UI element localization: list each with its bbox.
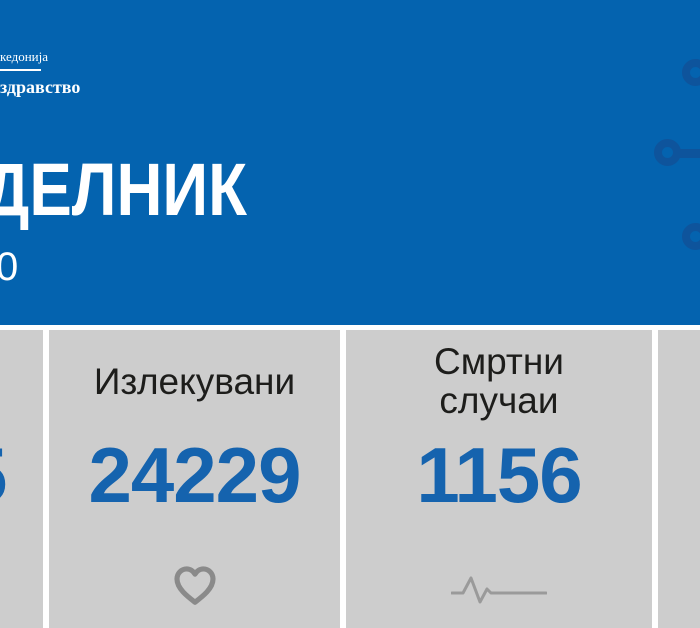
heart-icon (49, 558, 340, 610)
molecule-node-icon (654, 139, 681, 166)
stat-label: Излекувани (93, 360, 296, 402)
date-fragment: 0 (0, 245, 19, 289)
stat-value-fragment: 5 (0, 436, 43, 514)
logo-ministry-text: здравство (0, 77, 81, 97)
pulse-icon (346, 558, 652, 604)
logo-country-text: кедонија (0, 49, 49, 64)
molecule-node-icon (682, 223, 700, 250)
day-title: ДЕЛНИК (0, 148, 247, 231)
molecule-node-icon (682, 59, 700, 86)
stat-card-recovered: Излекувани 24229 (49, 330, 340, 628)
stat-value: 24229 (88, 431, 302, 519)
stat-value: 1156 (416, 431, 582, 519)
stat-label: Смртни случаи (434, 341, 564, 421)
ministry-logo: кедонија здравство (0, 50, 80, 97)
logo-divider (0, 69, 41, 71)
stat-card-partial-right (658, 330, 700, 628)
stat-card-deaths: Смртни случаи 1156 (346, 330, 652, 628)
header-banner: кедонија здравство ДЕЛНИК 0 (0, 0, 700, 325)
stat-card-partial-left: 5 (0, 330, 43, 628)
stats-card-row: 5 Излекувани 24229 Смртни случаи 1156 (0, 330, 700, 628)
molecule-bond-icon (678, 149, 700, 158)
